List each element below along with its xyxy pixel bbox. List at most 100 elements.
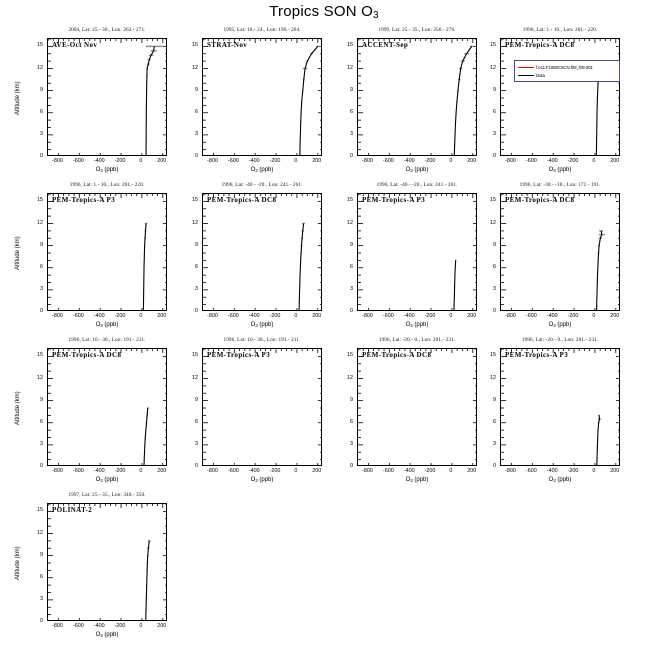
panel-label-2: STRAT-Nov <box>207 40 248 49</box>
panel-label-12: PEM-Tropics-A P3 <box>505 350 569 359</box>
panel-label-3: ACCENT-Sep <box>362 40 409 49</box>
x-tick-label: 200 <box>610 313 620 319</box>
plot-svg-7 <box>358 194 476 310</box>
x-tick-label: 200 <box>157 158 167 164</box>
panel-9: 1996, Lat: 10.- 30., Lon: 191.- 211. PEM-… <box>7 336 171 496</box>
data-profile-line <box>596 415 601 465</box>
y-tick-label: 15 <box>37 352 43 359</box>
x-tick-label: -600 <box>525 468 537 474</box>
x-tick-label: 200 <box>312 158 322 164</box>
panel-header-4: 1996, Lat: 1.- 10., Lon: 201.- 220. <box>522 27 598 33</box>
y-tick-label: 15 <box>490 197 496 204</box>
x-tick-label: 0 <box>592 313 596 319</box>
panel-1: 2004, Lat: 25.- 30., Lon: 262.- 271. AVE-… <box>7 26 171 186</box>
x-tick-label: -200 <box>269 468 281 474</box>
y-tick-label: 0 <box>40 463 43 469</box>
y-axis-label: Altitude (km) <box>15 236 21 270</box>
y-tick-label: 9 <box>350 86 353 93</box>
x-axis-label: O3 (ppb) <box>548 167 572 173</box>
x-tick-label: -200 <box>567 158 579 164</box>
x-tick-label: -200 <box>424 468 436 474</box>
x-tick-label: 0 <box>139 313 143 319</box>
panel-label-9: PEM-Tropics-A DC8 <box>52 350 122 359</box>
legend: f.e11.F1850C5CN.f09_f09.001 Data <box>514 60 620 82</box>
plot-svg-13 <box>48 504 166 620</box>
plot-area-5: PEM-Tropics-A P3 <box>47 193 167 311</box>
x-tick-label: -200 <box>424 158 436 164</box>
x-tick-label: -800 <box>52 313 63 319</box>
plot-svg-5 <box>48 194 166 310</box>
y-tick-label: 6 <box>40 418 43 425</box>
y-tick-label: 0 <box>195 153 198 159</box>
x-tick-label: 200 <box>467 313 477 319</box>
x-axis-label: O3 (ppb) <box>95 322 119 328</box>
data-profile-line <box>145 46 155 155</box>
plot-area-6: PEM-Tropics-A DC8 <box>202 193 322 311</box>
x-tick-label: -800 <box>505 313 516 319</box>
x-axis-label: O3 (ppb) <box>250 477 274 483</box>
y-tick-label: 15 <box>490 42 496 49</box>
y-tick-label: 9 <box>350 396 353 403</box>
y-tick-label: 15 <box>37 197 43 204</box>
x-axis-label: O3 (ppb) <box>250 322 274 328</box>
x-tick-label: -600 <box>72 623 84 629</box>
y-tick-label: 9 <box>40 551 43 558</box>
x-tick-label: -800 <box>505 158 516 164</box>
data-profile-line <box>453 260 457 310</box>
figure-title: Tropics SON O3 <box>0 3 648 21</box>
y-tick-label: 9 <box>493 86 496 93</box>
x-tick-label: 0 <box>449 468 453 474</box>
y-tick-label: 6 <box>195 418 198 425</box>
y-tick-label: 12 <box>490 374 496 381</box>
panel-label-5: PEM-Tropics-A P3 <box>52 195 116 204</box>
plot-area-12: PEM-Tropics-A P3 <box>500 348 620 466</box>
x-tick-label: 0 <box>139 468 143 474</box>
x-tick-label: -600 <box>227 313 239 319</box>
plot-area-1: AVE-Oct Nov <box>47 38 167 156</box>
x-axis-label: O3 (ppb) <box>548 322 572 328</box>
panel-6: 1996, Lat: -40.- -20., Lon: 241.- 261. PE… <box>162 181 326 341</box>
panel-header-5: 1996, Lat: 1.- 10., Lon: 201.- 220. <box>69 182 145 188</box>
plot-area-2: STRAT-Nov <box>202 38 322 156</box>
x-tick-label: -800 <box>362 158 373 164</box>
y-tick-label: 9 <box>40 241 43 248</box>
plot-area-10: PEM-Tropics-A P3 <box>202 348 322 466</box>
x-tick-label: -200 <box>424 313 436 319</box>
y-tick-label: 0 <box>40 308 43 314</box>
figure-title-text: Tropics SON O <box>269 3 373 20</box>
plot-svg-11 <box>358 349 476 465</box>
x-tick-label: -200 <box>114 313 126 319</box>
y-tick-label: 9 <box>195 396 198 403</box>
y-tick-label: 3 <box>40 130 43 137</box>
panel-header-3: 1999, Lat: 25.- 35., Lon: 256.- 276. <box>378 27 456 33</box>
y-tick-label: 0 <box>195 463 198 469</box>
plot-svg-4 <box>501 39 619 155</box>
y-axis-label: Altitude (km) <box>15 81 21 115</box>
x-tick-label: 200 <box>467 158 477 164</box>
panel-label-1: AVE-Oct Nov <box>52 40 98 49</box>
panel-label-13: POLINAT-2 <box>52 505 93 514</box>
y-tick-label: 0 <box>493 308 496 314</box>
y-tick-label: 12 <box>37 529 43 536</box>
x-tick-label: 200 <box>157 623 167 629</box>
y-tick-label: 0 <box>195 308 198 314</box>
x-tick-label: -600 <box>227 158 239 164</box>
y-tick-label: 15 <box>490 352 496 359</box>
data-profile-line <box>298 223 305 310</box>
x-axis-label: O3 (ppb) <box>405 167 429 173</box>
data-profile-line <box>145 540 150 620</box>
plot-area-8: PEM-Tropics-A DC8 <box>500 193 620 311</box>
x-tick-label: -600 <box>382 158 394 164</box>
x-tick-label: -800 <box>362 313 373 319</box>
panel-label-8: PEM-Tropics-A DC8 <box>505 195 575 204</box>
y-axis-label: Altitude (km) <box>15 391 21 425</box>
y-tick-label: 15 <box>192 352 198 359</box>
x-axis-label: O3 (ppb) <box>95 632 119 638</box>
x-tick-label: 200 <box>467 468 477 474</box>
y-tick-label: 3 <box>40 595 43 602</box>
panel-4: 1996, Lat: 1.- 10., Lon: 201.- 220. PEM-T… <box>460 26 624 186</box>
x-tick-label: 0 <box>294 313 298 319</box>
x-tick-label: 0 <box>592 468 596 474</box>
x-tick-label: -800 <box>52 623 63 629</box>
y-tick-label: 3 <box>350 285 353 292</box>
